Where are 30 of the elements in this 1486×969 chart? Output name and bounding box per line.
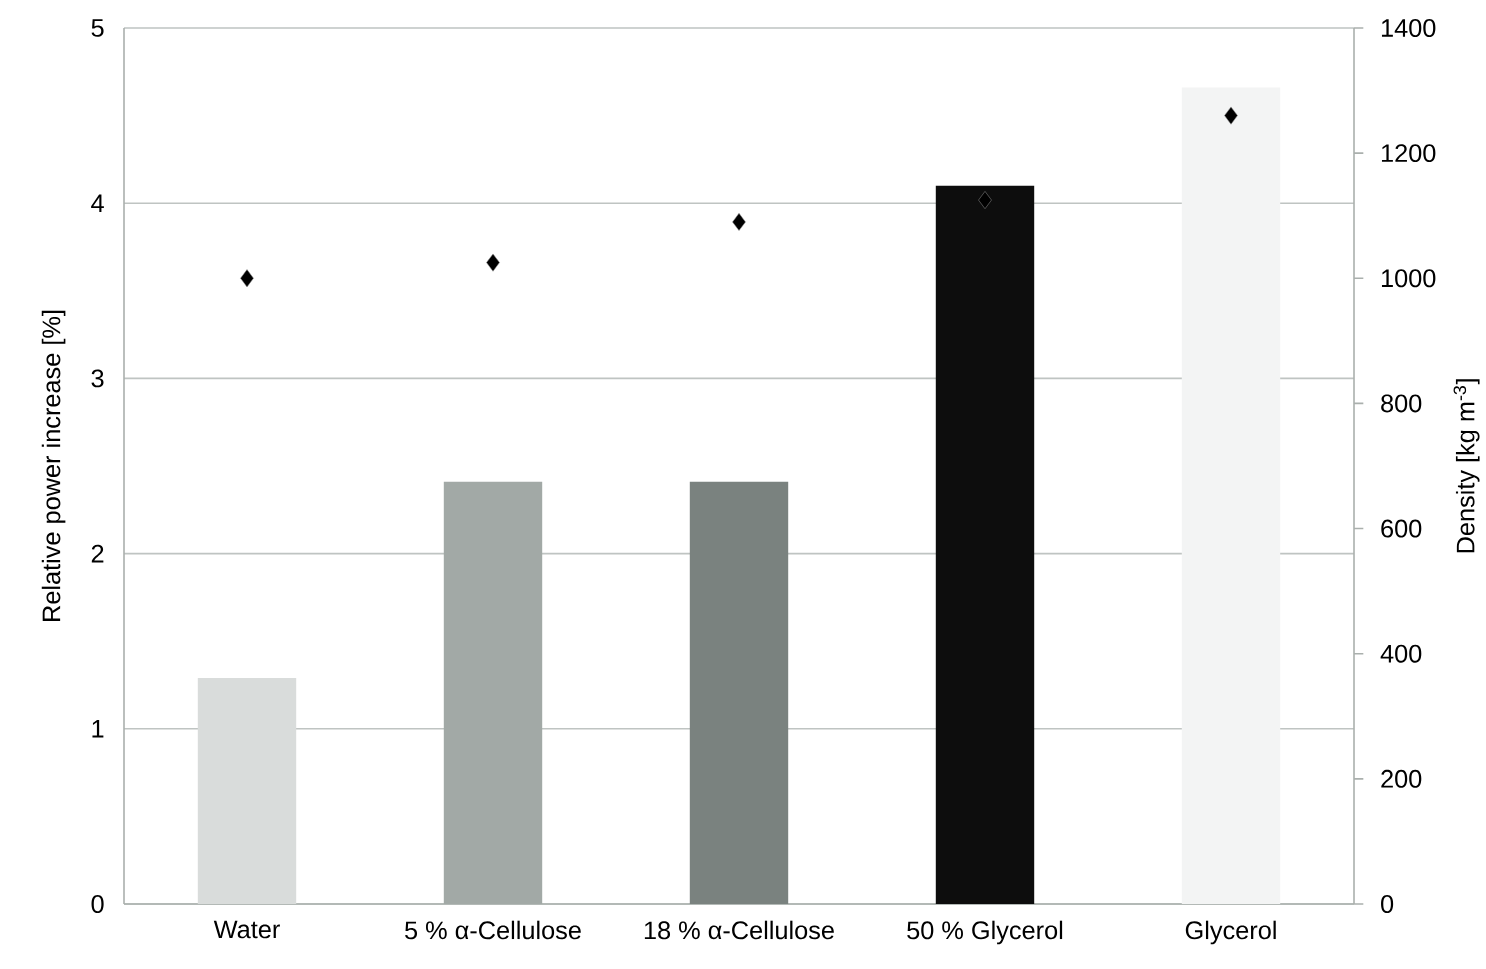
y-tick-label: 5	[91, 19, 104, 37]
y2-tick-label: 600	[1381, 519, 1422, 538]
y2-tick-label: 1400	[1381, 19, 1436, 37]
y-tick-label: 4	[91, 194, 104, 212]
bar	[197, 677, 297, 904]
point	[732, 213, 746, 231]
x-tick-label: 50 % Glycerol	[907, 920, 1063, 945]
x-tick-label: Glycerol	[1185, 920, 1276, 945]
y2-tick-label: 400	[1380, 644, 1422, 663]
y-tick-label: 1	[92, 720, 104, 738]
y2-axis-title: Density [kg m$^{-3}$]	[1453, 379, 1480, 553]
bar	[689, 481, 789, 904]
point	[240, 269, 254, 288]
x-tick-label: 5 % α-Cellulose	[405, 920, 581, 940]
x-tick-label: Water	[213, 920, 280, 939]
y-tick-label: 0	[91, 895, 104, 913]
x-tick-label: 18 % α-Cellulose	[644, 920, 834, 940]
point	[486, 253, 500, 272]
point	[1224, 106, 1238, 125]
bar	[935, 185, 1035, 904]
point	[978, 191, 992, 209]
bar	[1181, 87, 1281, 904]
y-tick-label: 2	[91, 544, 104, 563]
y2-tick-label: 1000	[1381, 269, 1436, 288]
y2-tick-label: 1200	[1381, 144, 1436, 163]
y2-tick-label: 0	[1381, 895, 1394, 913]
y-tick-label: 3	[91, 369, 104, 388]
y2-tick-label: 800	[1381, 394, 1422, 413]
y2-tick-label: 200	[1381, 769, 1422, 788]
y-axis-title: Relative power increase [%]	[41, 310, 66, 621]
